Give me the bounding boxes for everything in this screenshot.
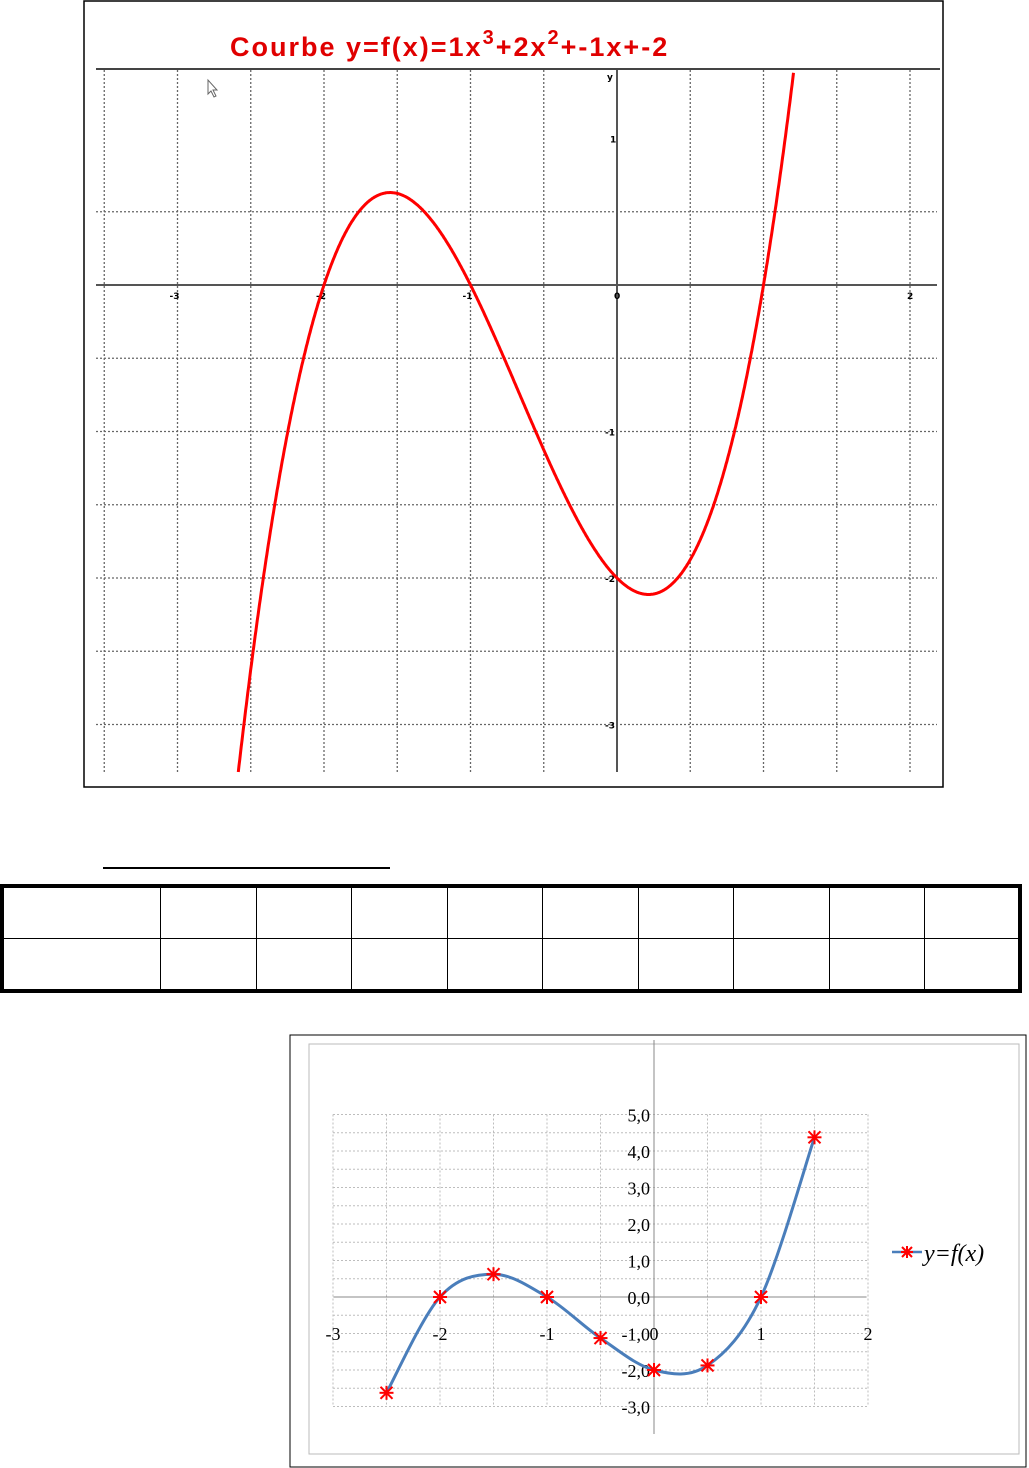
top-y-axis-label: y	[607, 73, 613, 83]
top-y-tick-label: -1	[605, 429, 615, 439]
cubic-curve	[236, 72, 795, 773]
table-cell	[828, 885, 925, 939]
bottom-y-tick-label: -2,0	[622, 1361, 651, 1381]
legend-marker-icon	[901, 1246, 913, 1258]
table-cell	[351, 938, 448, 992]
legend: y=f(x)	[892, 1241, 984, 1267]
table-cell	[542, 938, 639, 992]
legend-label: y=f(x)	[922, 1241, 984, 1267]
data-point-marker	[433, 1290, 447, 1304]
title-main: Courbe y=f(x)=1x	[230, 32, 483, 62]
bottom-x-tick-label: -2	[433, 1324, 448, 1344]
bottom-tick-labels: -3 -2 -1 0 1 2 5,0 4,0 3,0 2,0 1,0 0,0 -1,0 -2,0 -3,0	[326, 1106, 873, 1418]
data-point-marker	[379, 1385, 394, 1400]
table-cell	[733, 885, 830, 939]
series-markers	[379, 1130, 822, 1400]
data-point-marker	[807, 1130, 822, 1145]
top-x-tick-label: 0	[614, 292, 620, 302]
cursor-arrow-icon	[207, 78, 219, 98]
bottom-grid	[332, 1114, 869, 1407]
bottom-y-tick-label: 2,0	[628, 1215, 651, 1235]
top-grid	[96, 70, 937, 772]
table-cell	[255, 885, 352, 939]
top-chart-frame	[83, 0, 944, 788]
data-point-marker	[540, 1290, 554, 1304]
table-cell	[1, 885, 161, 939]
table-row	[1, 885, 1021, 939]
table-cell	[924, 938, 1021, 992]
data-point-marker	[486, 1267, 501, 1282]
table-cell	[924, 885, 1021, 939]
bottom-y-tick-label: 3,0	[628, 1179, 651, 1199]
bottom-y-tick-label: 1,0	[628, 1252, 651, 1272]
top-x-tick-label: 2	[907, 292, 913, 302]
values-table	[0, 884, 1022, 993]
section-heading-underline	[103, 867, 390, 869]
bottom-y-tick-label: 4,0	[628, 1142, 651, 1162]
title-mid: +2x	[496, 32, 548, 62]
data-point-marker	[754, 1290, 768, 1304]
data-point-marker	[700, 1358, 715, 1373]
data-point-marker	[647, 1363, 661, 1377]
bottom-x-tick-label: -3	[326, 1324, 341, 1344]
top-x-tick-label: -3	[170, 292, 180, 302]
top-y-tick-label: -2	[605, 575, 615, 585]
table-cell	[1, 938, 161, 992]
bottom-x-tick-label: 0	[650, 1324, 659, 1344]
table-cell	[446, 938, 543, 992]
title-exp-2: 2	[548, 27, 561, 49]
bottom-x-tick-label: 2	[864, 1324, 873, 1344]
table-cell	[637, 885, 734, 939]
bottom-plot-area	[308, 1043, 1020, 1455]
table-cell	[446, 885, 543, 939]
bottom-y-tick-label: 0,0	[628, 1288, 651, 1308]
title-end: +-1x+-2	[561, 32, 670, 62]
table-row	[1, 938, 1021, 992]
table-cell	[255, 938, 352, 992]
bottom-x-tick-label: -1	[540, 1324, 555, 1344]
bottom-y-tick-label: 5,0	[628, 1106, 651, 1126]
top-y-tick-label: -3	[605, 722, 615, 732]
data-point-marker	[593, 1331, 608, 1346]
table-cell	[733, 938, 830, 992]
cubic-curve-chart: Courbe y=f(x)=1x3+2x2+-1x+-2 -3 -2 -1 0 21-1…	[83, 0, 944, 788]
top-x-tick-label: -1	[463, 292, 473, 302]
bottom-y-tick-label: -3,0	[622, 1398, 651, 1418]
top-y-tick-label: 1	[610, 136, 616, 146]
bottom-x-tick-label: 1	[757, 1324, 766, 1344]
table-cell	[351, 885, 448, 939]
bottom-y-tick-label: -1,0	[622, 1325, 651, 1345]
table-cell	[637, 938, 734, 992]
top-chart-title: Courbe y=f(x)=1x3+2x2+-1x+-2	[230, 27, 669, 62]
title-exp-3: 3	[483, 27, 496, 49]
